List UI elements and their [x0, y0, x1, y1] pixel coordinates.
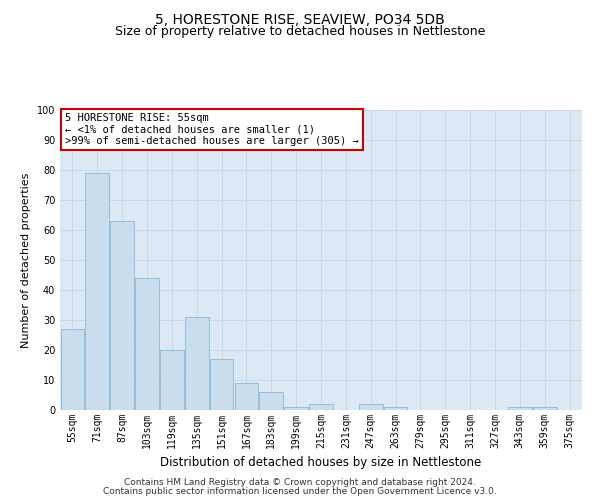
Bar [508, 407, 532, 410]
Y-axis label: Number of detached properties: Number of detached properties [21, 172, 31, 348]
Bar [85, 173, 109, 410]
Bar [160, 350, 184, 410]
X-axis label: Distribution of detached houses by size in Nettlestone: Distribution of detached houses by size … [160, 456, 482, 469]
Bar [359, 404, 383, 410]
Bar [235, 383, 258, 410]
Bar [61, 329, 84, 410]
Text: Size of property relative to detached houses in Nettlestone: Size of property relative to detached ho… [115, 25, 485, 38]
Text: 5, HORESTONE RISE, SEAVIEW, PO34 5DB: 5, HORESTONE RISE, SEAVIEW, PO34 5DB [155, 12, 445, 26]
Bar [110, 221, 134, 410]
Text: Contains public sector information licensed under the Open Government Licence v3: Contains public sector information licen… [103, 486, 497, 496]
Bar [384, 407, 407, 410]
Bar [135, 278, 159, 410]
Bar [309, 404, 333, 410]
Bar [533, 407, 557, 410]
Bar [185, 317, 209, 410]
Bar [259, 392, 283, 410]
Text: Contains HM Land Registry data © Crown copyright and database right 2024.: Contains HM Land Registry data © Crown c… [124, 478, 476, 487]
Text: 5 HORESTONE RISE: 55sqm
← <1% of detached houses are smaller (1)
>99% of semi-de: 5 HORESTONE RISE: 55sqm ← <1% of detache… [65, 113, 359, 146]
Bar [210, 359, 233, 410]
Bar [284, 407, 308, 410]
